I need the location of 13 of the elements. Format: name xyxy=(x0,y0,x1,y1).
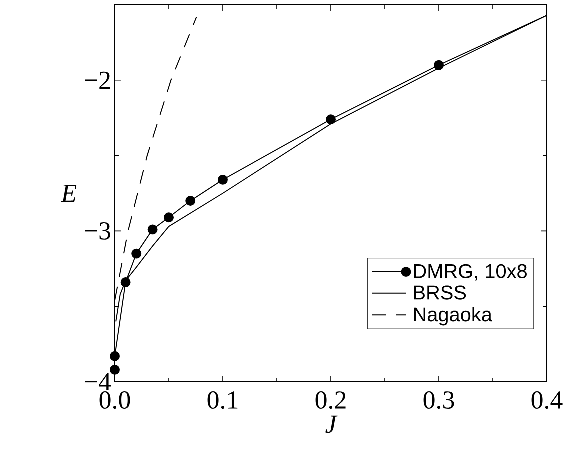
legend-label: BRSS xyxy=(414,286,466,300)
x-tick-label: 0.4 xyxy=(532,391,563,410)
x-axis-title: J xyxy=(326,416,338,434)
y-axis-title: E xyxy=(60,185,77,202)
y-tick-label: −2 xyxy=(85,72,110,89)
legend-label: Nagaoka xyxy=(414,307,492,326)
x-tick-label: 0.3 xyxy=(424,391,454,410)
x-tick-label: 0.0 xyxy=(100,391,130,410)
y-tick-label: −3 xyxy=(85,222,110,240)
x-tick-label: 0.2 xyxy=(316,391,346,410)
y-tick-label: −4 xyxy=(85,373,112,391)
x-tick-label: 0.1 xyxy=(208,391,238,410)
legend-label: DMRG, 10x8 xyxy=(414,264,527,281)
